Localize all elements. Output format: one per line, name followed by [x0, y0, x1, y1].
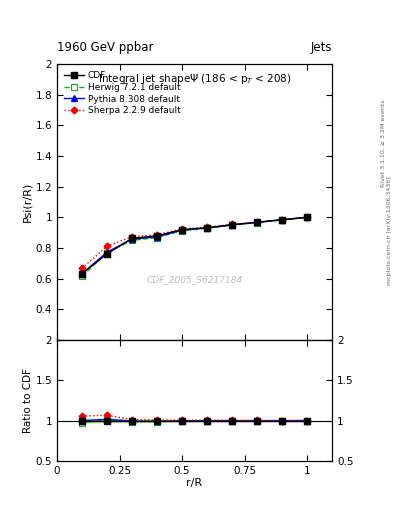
Text: Rivet 3.1.10, ≥ 3.2M events: Rivet 3.1.10, ≥ 3.2M events	[381, 99, 386, 187]
Text: Jets: Jets	[310, 41, 332, 54]
Y-axis label: Ratio to CDF: Ratio to CDF	[23, 368, 33, 433]
Text: mcplots.cern.ch [arXiv:1306.3436]: mcplots.cern.ch [arXiv:1306.3436]	[387, 176, 391, 285]
Text: CDF_2005_S6217184: CDF_2005_S6217184	[147, 275, 242, 284]
Legend: CDF, Herwig 7.2.1 default, Pythia 8.308 default, Sherpa 2.2.9 default: CDF, Herwig 7.2.1 default, Pythia 8.308 …	[61, 69, 183, 118]
Text: 1960 GeV ppbar: 1960 GeV ppbar	[57, 41, 154, 54]
X-axis label: r/R: r/R	[186, 478, 203, 488]
Text: Integral jet shapeΨ (186 < p$_T$ < 208): Integral jet shapeΨ (186 < p$_T$ < 208)	[98, 72, 291, 87]
Y-axis label: Psi(r/R): Psi(r/R)	[23, 182, 33, 222]
